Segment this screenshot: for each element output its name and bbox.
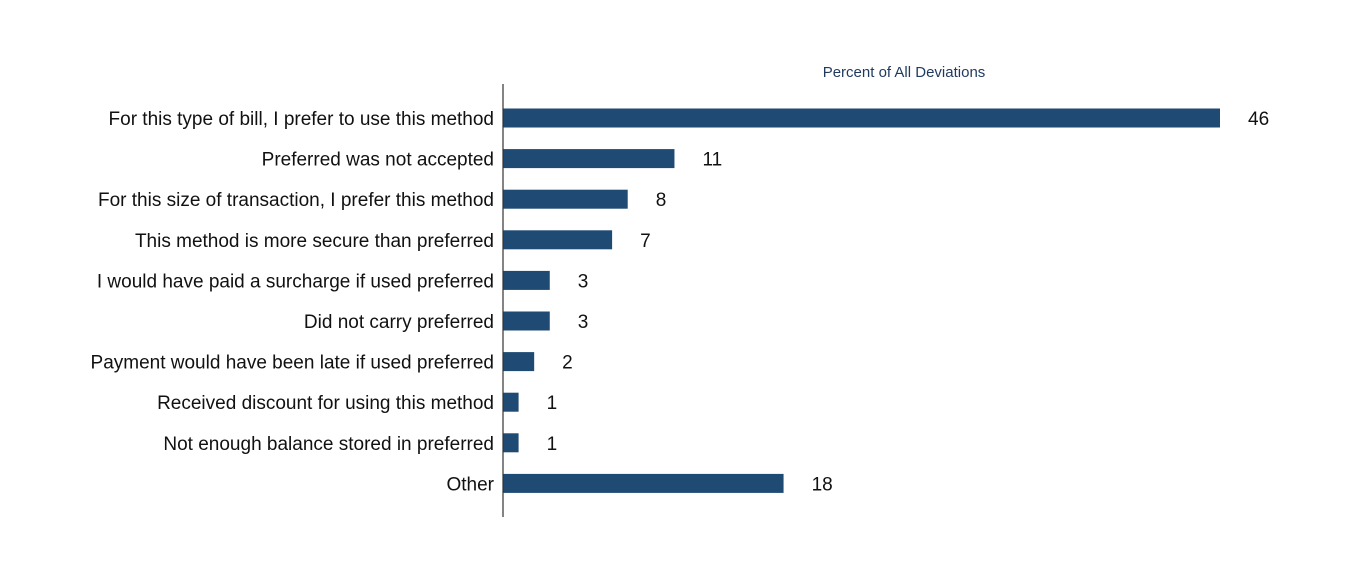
bar xyxy=(503,270,550,290)
value-label: 3 xyxy=(578,312,589,333)
bar xyxy=(503,189,628,209)
bar xyxy=(503,108,1220,128)
category-label: Did not carry preferred xyxy=(304,312,494,333)
bar-row: For this size of transaction, I prefer t… xyxy=(98,189,667,211)
category-label: Other xyxy=(446,474,494,495)
value-label: 8 xyxy=(656,190,667,211)
bar-row: Did not carry preferred 3 xyxy=(304,311,589,333)
bar-row: Received discount for using this method 1 xyxy=(157,392,558,414)
value-label: 2 xyxy=(562,353,573,374)
bars-layer: For this type of bill, I prefer to use t… xyxy=(91,108,1269,495)
bar xyxy=(503,311,550,331)
category-label: Not enough balance stored in preferred xyxy=(163,434,494,455)
category-label: This method is more secure than preferre… xyxy=(135,231,494,252)
bar xyxy=(503,473,784,493)
value-label: 1 xyxy=(547,393,558,414)
bar xyxy=(503,230,613,250)
category-label: Received discount for using this method xyxy=(157,393,494,414)
bar-row: Other 18 xyxy=(446,473,833,495)
value-label: 18 xyxy=(812,474,833,495)
bar-row: Preferred was not accepted 11 xyxy=(262,149,722,171)
bar-row: Not enough balance stored in preferred 1 xyxy=(163,433,557,455)
x-axis-title: Percent of All Deviations xyxy=(823,64,986,81)
value-label: 46 xyxy=(1248,109,1269,130)
bar xyxy=(503,149,675,169)
bar xyxy=(503,433,519,453)
bar-row: Payment would have been late if used pre… xyxy=(91,352,573,374)
value-label: 7 xyxy=(640,231,651,252)
value-label: 11 xyxy=(702,150,722,171)
bar xyxy=(503,392,519,412)
bar xyxy=(503,352,535,372)
category-label: For this type of bill, I prefer to use t… xyxy=(109,109,494,130)
bar-row: I would have paid a surcharge if used pr… xyxy=(97,270,589,292)
value-label: 3 xyxy=(578,271,589,292)
category-label: For this size of transaction, I prefer t… xyxy=(98,190,494,211)
bar-row: This method is more secure than preferre… xyxy=(135,230,651,252)
category-label: I would have paid a surcharge if used pr… xyxy=(97,271,494,292)
category-label: Preferred was not accepted xyxy=(262,150,494,171)
bar-row: For this type of bill, I prefer to use t… xyxy=(109,108,1269,130)
category-label: Payment would have been late if used pre… xyxy=(91,353,494,374)
value-label: 1 xyxy=(547,434,558,455)
